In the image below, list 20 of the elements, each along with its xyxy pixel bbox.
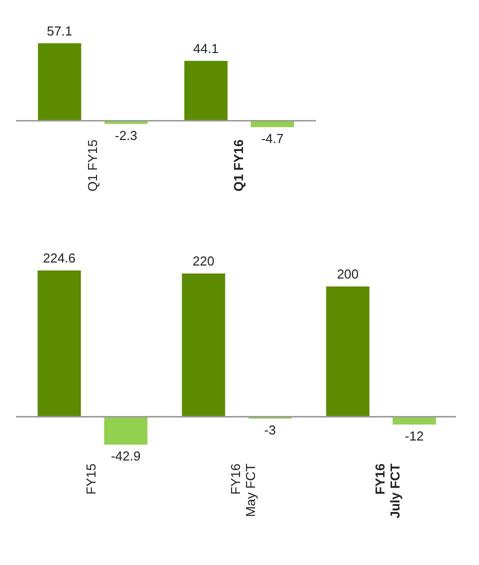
data-label: 224.6 [42, 250, 76, 266]
data-label: -4.7 [261, 131, 284, 146]
x-tick-label: Q1 FY16 [231, 140, 246, 192]
data-label: 200 [336, 266, 359, 282]
data-label: 57.1 [46, 23, 72, 38]
x-tick-label: FY16 May FCT [228, 463, 258, 517]
data-label: -3 [264, 422, 276, 438]
data-label: 220 [192, 254, 214, 269]
x-tick-label: Q1 FY15 [84, 140, 100, 192]
data-label: -42.9 [110, 448, 141, 464]
data-label: -2.3 [114, 128, 138, 143]
bar [104, 416, 148, 445]
data-label: 44.1 [193, 40, 219, 56]
x-tick-label: FY15 [84, 464, 99, 495]
bar [326, 286, 370, 417]
bar [38, 270, 81, 417]
bar [392, 416, 436, 425]
x-tick-label: FY16 July FCT [372, 463, 402, 518]
data-label: -12 [404, 428, 424, 444]
bar [182, 274, 226, 417]
